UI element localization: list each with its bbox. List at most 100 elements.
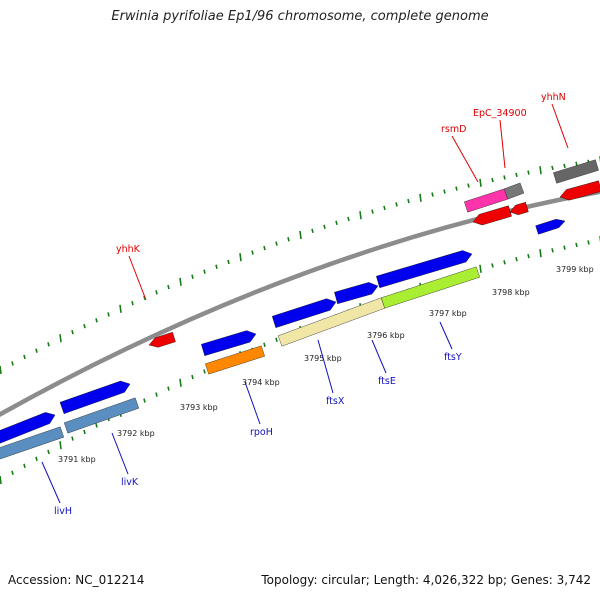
leader-ftsY [439,321,453,350]
outer-track-tick [323,224,326,229]
outer-track-tick [383,205,386,211]
leader-rsmD [451,135,479,183]
region-livK [63,397,140,434]
outer-track-tick [515,172,518,178]
gene-forward-small [535,218,566,235]
outer-track-tick [119,304,122,313]
outer-track-tick [0,365,2,375]
leader-rpoH [244,381,261,425]
outer-track-tick [407,198,410,204]
gene-EpC_34900 [509,201,529,216]
inner-track-tick [275,337,278,342]
inner-track-tick [203,369,206,374]
gene-ftsY [376,250,473,289]
outer-track-tick [47,342,50,347]
topology-info: Topology: circular; Length: 4,026,322 bp… [261,573,591,587]
outer-track-tick [467,183,470,188]
gene-livH [0,412,56,444]
gene-yhhN [559,180,600,201]
region-ftsY [381,266,480,309]
inner-track-tick [155,392,158,397]
leader-ftsX [317,339,334,394]
outer-track-tick [419,193,422,202]
chromosome-backbone [0,189,600,418]
inner-track-tick [563,245,566,250]
tick-label-3797: 3797 kbp [429,309,467,318]
outer-track-tick [83,323,86,329]
inner-track-tick [191,374,194,380]
gene-livK [59,380,131,414]
outer-track-tick [395,202,398,207]
tick-label-3794: 3794 kbp [242,378,280,387]
inner-track-tick [479,264,482,273]
inner-track-tick [95,423,98,428]
inner-track-tick [527,253,530,259]
outer-track-tick [299,230,302,240]
leader-yhhK [128,255,147,301]
gene-features [0,159,600,460]
label-leader-lines [41,103,569,504]
outer-track-tick [575,161,578,166]
gene-rsmD [472,205,512,226]
tick-label-3792: 3792 kbp [117,429,155,438]
gene-label-ftsY: ftsY [444,352,462,363]
outer-track-tick [479,178,482,187]
inner-track-tick [59,441,62,450]
tick-label-3796: 3796 kbp [367,331,405,340]
outer-track-tick [335,220,338,226]
leader-livH [41,461,61,504]
outer-track-tick [563,163,566,169]
inner-track-tick [491,263,494,268]
outer-track-tick [287,237,290,242]
inner-track-tick [587,240,590,245]
outer-track-tick [347,216,350,222]
inner-track-tick [179,378,182,387]
accession-label: Accession: [8,573,72,587]
gene-labels: yhhK rsmD EpC_34900 yhhN livH livK rpoH ftsX fts… [54,92,566,517]
outer-track-tick [167,284,170,290]
inner-track-tick [35,456,38,462]
inner-track-tick [575,242,578,248]
tick-label-3793: 3793 kbp [180,403,218,412]
outer-track-tick [371,209,374,214]
leader-yhhN [551,103,569,149]
outer-track-tick [551,165,554,171]
outer-track-tick [95,318,98,323]
leader-livK [111,432,129,475]
inner-track-tick [71,436,74,441]
tick-label-3799: 3799 kbp [556,265,594,274]
outer-track-tick [215,264,218,269]
inner-track-tick [23,463,26,468]
region-rpoH [205,345,265,375]
outer-track-tick [107,312,110,317]
outer-track-tick [455,186,458,191]
outer-track-tick [503,175,506,180]
inner-track-tick [83,429,86,435]
gene-label-livH: livH [54,506,72,517]
region-livH [0,426,65,460]
region-EpC_34900 [503,182,525,200]
outer-track-tick [275,241,278,246]
inner-track-tick [551,248,554,253]
gene-label-EpC_34900: EpC_34900 [473,108,527,119]
inner-track-tick [539,249,542,258]
inner-track-tick [47,449,50,455]
outer-track-tick [311,228,314,234]
outer-track-tick [227,259,230,265]
outer-track-tick [191,274,194,279]
gene-rpoH [201,330,257,356]
outer-track-tick [11,361,14,366]
gene-label-yhhN: yhhN [541,92,566,103]
inner-track-tick [167,386,170,391]
inner-track-tick [0,475,2,485]
outer-track-tick [203,269,206,274]
outer-track-tick [71,329,74,335]
inner-track-tick [143,398,146,403]
tick-label-3798: 3798 kbp [492,288,530,297]
outer-track-tick [527,170,530,175]
leader-EpC_34900 [499,119,506,169]
inner-track-tick [11,470,14,476]
leader-ftsE [371,339,387,374]
